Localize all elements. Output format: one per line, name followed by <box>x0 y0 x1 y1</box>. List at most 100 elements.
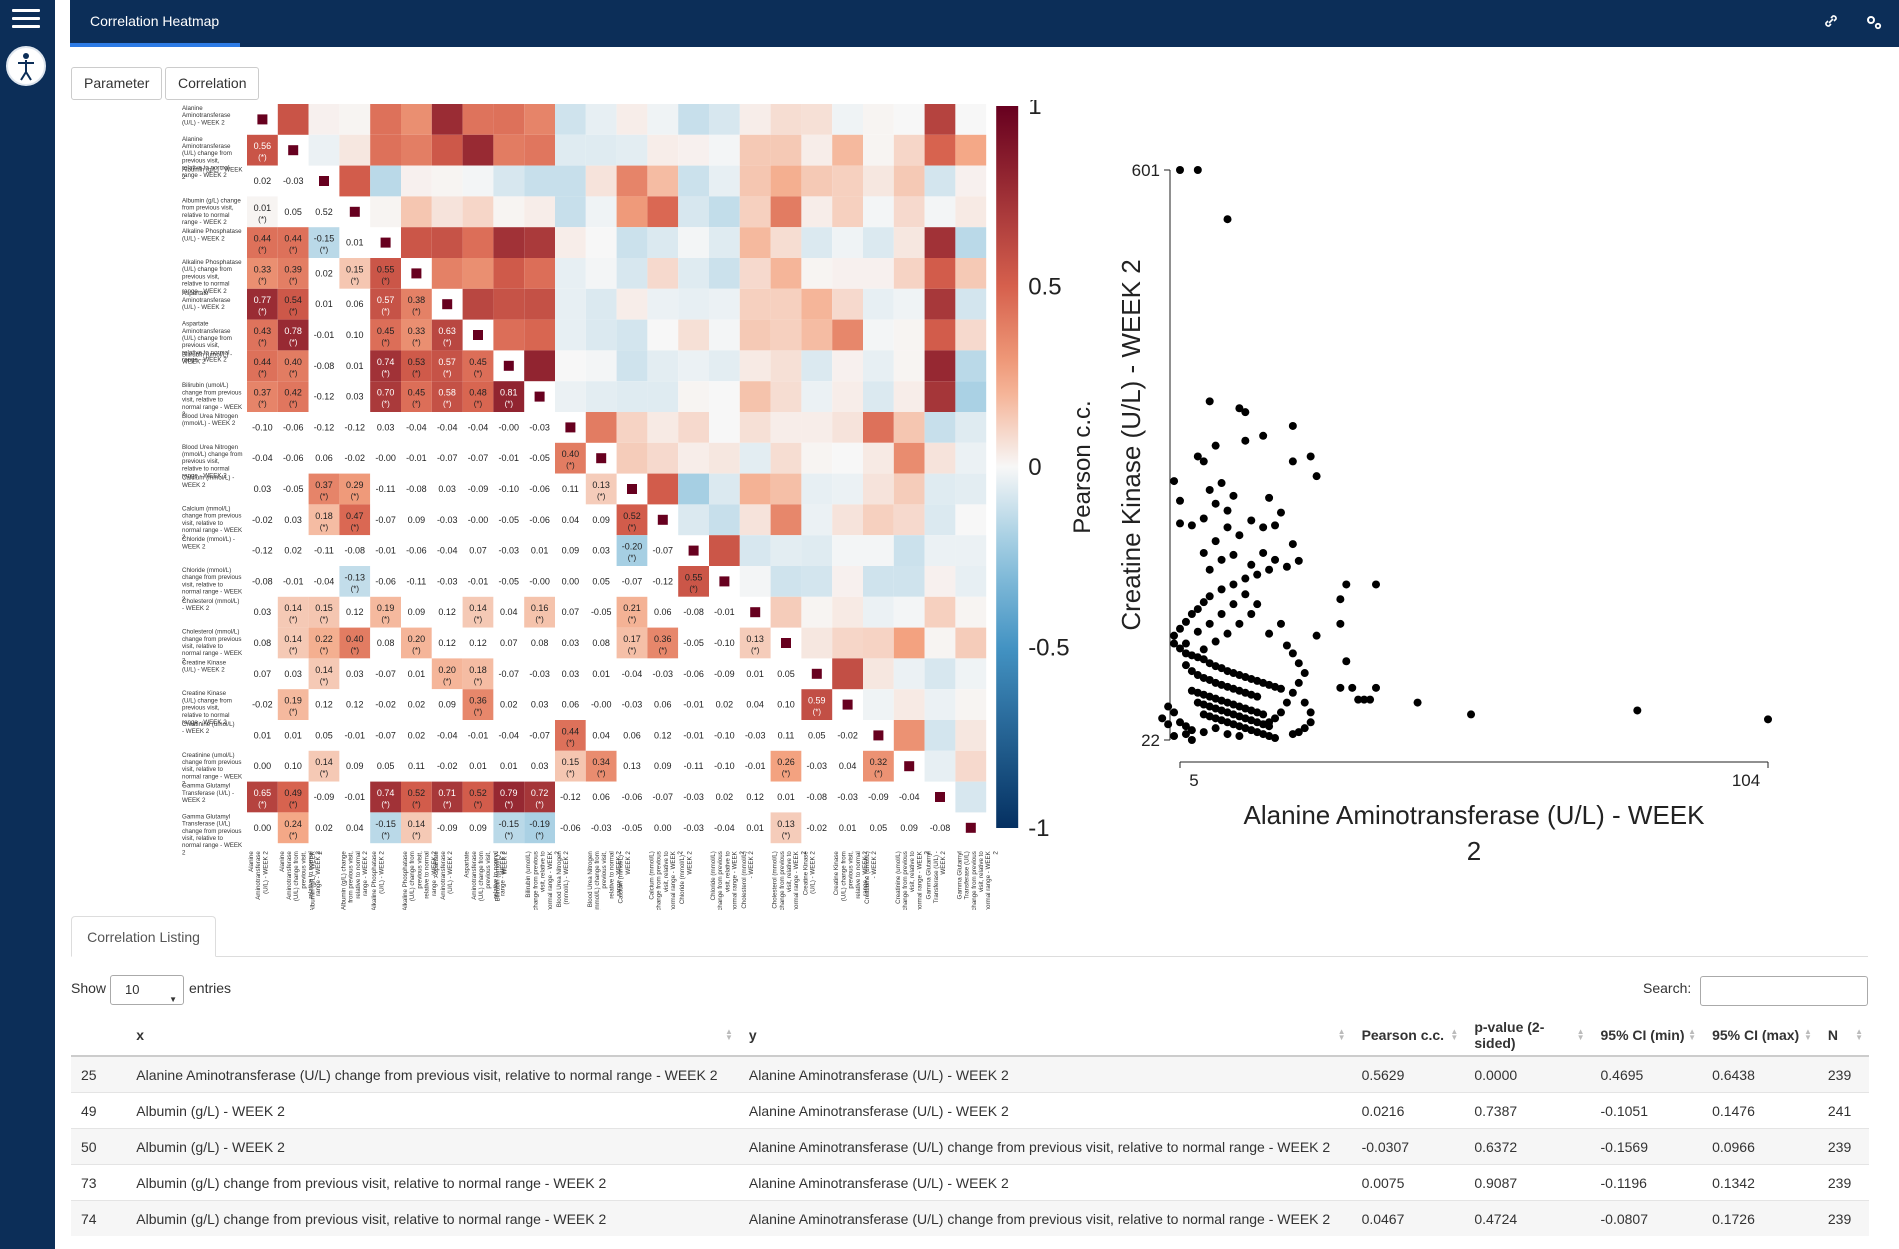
heatmap-cell[interactable] <box>770 104 802 135</box>
heatmap-cell[interactable] <box>339 812 371 844</box>
heatmap-cell[interactable] <box>801 196 833 228</box>
heatmap-cell[interactable] <box>678 566 709 597</box>
heatmap-cell[interactable] <box>863 319 894 351</box>
heatmap-cell[interactable] <box>339 658 371 690</box>
heatmap-cell[interactable] <box>770 535 802 566</box>
heatmap-cell[interactable] <box>832 258 863 289</box>
column-header[interactable]: N ▲ ▼ <box>1817 1015 1869 1057</box>
heatmap-cell[interactable] <box>493 720 525 751</box>
heatmap-cell[interactable] <box>555 781 586 813</box>
heatmap-cell[interactable] <box>524 442 555 474</box>
heatmap-cell[interactable] <box>585 504 617 536</box>
heatmap-cell[interactable] <box>924 227 956 258</box>
heatmap-cell[interactable] <box>401 720 432 751</box>
heatmap-cell[interactable] <box>585 319 617 351</box>
heatmap-cell[interactable] <box>863 658 894 690</box>
heatmap-cell[interactable] <box>678 658 709 690</box>
heatmap-cell[interactable] <box>924 627 956 659</box>
heatmap-cell[interactable] <box>555 350 586 382</box>
heatmap-cell[interactable] <box>832 412 863 443</box>
hamburger-menu-icon[interactable] <box>12 9 40 31</box>
heatmap-cell[interactable] <box>924 412 956 443</box>
heatmap-cell[interactable] <box>431 165 463 197</box>
heatmap-cell[interactable] <box>832 750 863 782</box>
column-header[interactable]: y ▲ ▼ <box>738 1015 1352 1057</box>
heatmap-cell[interactable] <box>524 566 555 597</box>
heatmap-cell[interactable] <box>770 504 802 536</box>
heatmap-cell[interactable] <box>647 412 679 443</box>
heatmap-cell[interactable] <box>647 535 679 566</box>
heatmap-cell[interactable] <box>647 258 679 289</box>
heatmap-cell[interactable] <box>431 658 463 690</box>
heatmap-cell[interactable] <box>955 566 987 597</box>
heatmap-cell[interactable] <box>955 196 987 228</box>
heatmap-cell[interactable] <box>339 535 371 566</box>
heatmap-cell[interactable] <box>493 658 525 690</box>
heatmap-cell[interactable] <box>493 288 525 320</box>
heatmap-cell[interactable] <box>277 165 309 197</box>
heatmap-cell[interactable] <box>616 627 648 659</box>
heatmap-cell[interactable] <box>277 596 309 628</box>
heatmap-cell[interactable] <box>893 442 925 474</box>
heatmap-cell[interactable] <box>678 319 709 351</box>
heatmap-cell[interactable] <box>678 350 709 382</box>
heatmap-cell[interactable] <box>339 750 371 782</box>
heatmap-cell[interactable] <box>524 412 555 443</box>
heatmap-cell[interactable] <box>832 288 863 320</box>
heatmap-cell[interactable] <box>801 288 833 320</box>
heatmap-cell[interactable] <box>863 350 894 382</box>
heatmap-cell[interactable] <box>308 258 340 289</box>
heatmap-cell[interactable] <box>955 258 987 289</box>
heatmap-cell[interactable] <box>647 473 679 505</box>
heatmap-cell[interactable] <box>832 473 863 505</box>
heatmap-cell[interactable] <box>955 381 987 412</box>
heatmap-cell[interactable] <box>709 812 740 844</box>
heatmap-cell[interactable] <box>739 627 771 659</box>
table-row[interactable]: 25 Alanine Aminotransferase (U/L) change … <box>71 1055 1869 1093</box>
heatmap-cell[interactable] <box>709 350 740 382</box>
heatmap-cell[interactable] <box>801 412 833 443</box>
heatmap-cell[interactable] <box>893 627 925 659</box>
heatmap-cell[interactable] <box>863 412 894 443</box>
heatmap-cell[interactable] <box>678 412 709 443</box>
heatmap-cell[interactable] <box>370 196 401 228</box>
table-row[interactable]: 49 Albumin (g/L) - WEEK 2 Alanine Aminotra… <box>71 1092 1869 1129</box>
heatmap-cell[interactable] <box>247 381 278 412</box>
heatmap-cell[interactable] <box>739 442 771 474</box>
heatmap-cell[interactable] <box>339 412 371 443</box>
heatmap-cell[interactable] <box>832 658 863 690</box>
heatmap-cell[interactable] <box>308 104 340 135</box>
heatmap-cell[interactable] <box>801 596 833 628</box>
heatmap-cell[interactable] <box>555 812 586 844</box>
heatmap-cell[interactable] <box>462 566 494 597</box>
heatmap-cell[interactable] <box>493 134 525 166</box>
heatmap-cell[interactable] <box>370 566 401 597</box>
heatmap-cell[interactable] <box>308 319 340 351</box>
heatmap-cell[interactable] <box>770 781 802 813</box>
heatmap-cell[interactable] <box>431 104 463 135</box>
heatmap-cell[interactable] <box>770 288 802 320</box>
heatmap-cell[interactable] <box>431 535 463 566</box>
heatmap-cell[interactable] <box>247 658 278 690</box>
heatmap-cell[interactable] <box>401 412 432 443</box>
heatmap-cell[interactable] <box>431 442 463 474</box>
heatmap-cell[interactable] <box>308 504 340 536</box>
heatmap-cell[interactable] <box>832 627 863 659</box>
heatmap-cell[interactable] <box>770 812 802 844</box>
heatmap-cell[interactable] <box>616 658 648 690</box>
heatmap-cell[interactable] <box>431 720 463 751</box>
heatmap-cell[interactable] <box>893 720 925 751</box>
heatmap-cell[interactable] <box>616 165 648 197</box>
heatmap-cell[interactable] <box>647 196 679 228</box>
column-header[interactable]: 95% CI (max) ▲ ▼ <box>1702 1015 1818 1057</box>
heatmap-cell[interactable] <box>893 350 925 382</box>
heatmap-cell[interactable] <box>709 319 740 351</box>
heatmap-cell[interactable] <box>370 350 401 382</box>
heatmap-cell[interactable] <box>277 689 309 720</box>
heatmap-cell[interactable] <box>585 812 617 844</box>
heatmap-cell[interactable] <box>893 689 925 720</box>
heatmap-cell[interactable] <box>647 350 679 382</box>
heatmap-cell[interactable] <box>462 442 494 474</box>
heatmap-cell[interactable] <box>524 473 555 505</box>
heatmap-cell[interactable] <box>493 781 525 813</box>
